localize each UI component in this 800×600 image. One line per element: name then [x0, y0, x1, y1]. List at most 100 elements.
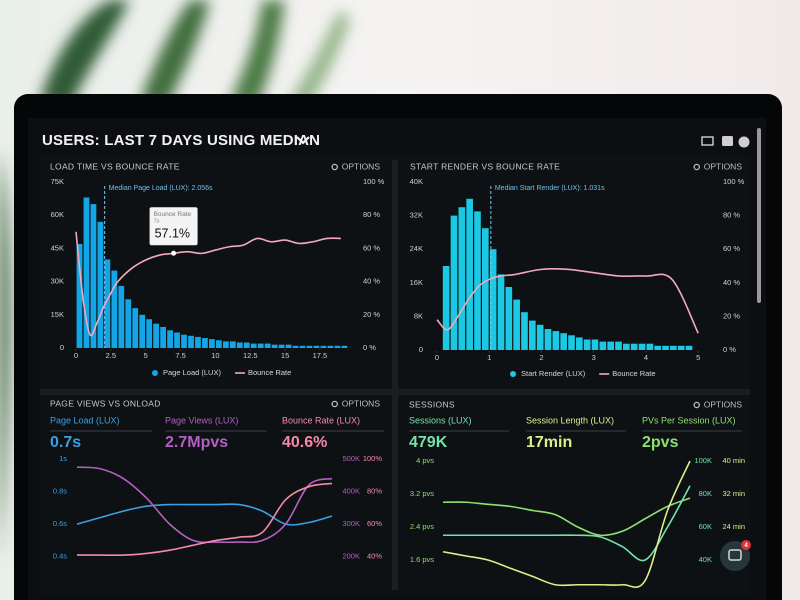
legend-label: Bounce Rate — [612, 369, 655, 378]
tooltip-x: 7s — [154, 219, 160, 225]
help-icon[interactable] — [738, 136, 750, 148]
histogram-bar — [320, 345, 327, 348]
chat-badge-count: 4 — [744, 543, 748, 549]
histogram-bar — [202, 338, 208, 348]
histogram-bar — [497, 274, 505, 350]
y2-tick-label: 0 % — [723, 345, 736, 354]
histogram-bar — [250, 343, 257, 348]
histogram-bar — [505, 287, 513, 350]
histogram-bar — [615, 341, 622, 350]
histogram-bar — [442, 266, 450, 350]
histogram-bar — [341, 345, 348, 348]
histogram-bar — [685, 345, 693, 350]
monitor-icon[interactable] — [701, 136, 714, 146]
chart-panel: START RENDER VS BOUNCE RATE OPTIONS 0 8K 16K… — [410, 161, 745, 378]
histogram-bar — [521, 312, 528, 350]
y3-tick-label: 32 min — [722, 489, 745, 498]
histogram-bar — [306, 345, 313, 348]
histogram-bar — [215, 340, 222, 348]
options-menu[interactable]: OPTIONS — [342, 161, 381, 171]
y-tick-label: 30K — [51, 277, 64, 286]
y-tick-label: 4 pvs — [416, 456, 434, 465]
y-tick-label: 45K — [51, 243, 64, 252]
histogram-bar — [174, 332, 180, 348]
histogram-bar — [552, 331, 560, 350]
histogram-bar — [139, 314, 146, 348]
histogram-bar — [264, 343, 271, 348]
y-tick-label: 0 — [60, 343, 64, 352]
histogram-bar — [513, 299, 520, 350]
options-gear — [331, 400, 338, 408]
y-tick-label: 15K — [51, 310, 64, 319]
histogram-bar — [458, 207, 466, 350]
histogram-bar — [481, 228, 489, 350]
histogram-bar — [236, 342, 243, 348]
y2-tick-label: 60 % — [723, 244, 740, 253]
y2-tick-label: 40 % — [363, 277, 380, 286]
y3-tick-label: 40 min — [722, 456, 745, 465]
histogram-bar — [97, 221, 104, 348]
x-tick-label: 2 — [539, 353, 543, 362]
histogram-bar — [118, 286, 125, 348]
histogram-bar — [450, 215, 458, 350]
dropdown-chevron[interactable] — [296, 136, 310, 145]
histogram-bar — [83, 197, 90, 348]
y-tick-label: 32K — [410, 211, 423, 220]
histogram-bar — [583, 339, 591, 350]
histogram-bar — [257, 343, 264, 348]
series-line — [442, 460, 691, 588]
y-tick-label: 24K — [410, 244, 423, 253]
dashboard-title[interactable]: USERS: LAST 7 DAYS USING MEDIAN — [42, 132, 320, 149]
scrollbar[interactable] — [757, 128, 761, 303]
histogram-bar — [662, 345, 669, 350]
y3-tick-label: 60% — [367, 519, 382, 528]
x-tick-label: 4 — [644, 353, 648, 362]
histogram-bar — [654, 345, 662, 350]
x-tick-label: 5 — [144, 351, 148, 360]
y2-tick-label: 60 % — [363, 243, 380, 252]
histogram-bar — [529, 320, 536, 350]
histogram-bar — [90, 204, 97, 348]
histogram-bar — [466, 198, 473, 350]
x-tick-label: 2.5 — [106, 351, 116, 360]
legend-label: Start Render (LUX) — [521, 369, 586, 378]
y-tick-label: 0 — [419, 345, 423, 354]
options-menu[interactable]: OPTIONS — [704, 161, 743, 171]
x-tick-label: 0 — [435, 353, 439, 362]
y-tick-label: 60K — [51, 210, 64, 219]
options-menu[interactable]: OPTIONS — [704, 399, 743, 409]
y2-tick-label: 100 % — [723, 177, 745, 186]
plant — [0, 0, 350, 560]
options-menu[interactable]: OPTIONS — [342, 398, 381, 408]
y2-tick-label: 60K — [699, 522, 712, 531]
kpi-value: 2pvs — [642, 434, 679, 451]
y2-tick-label: 40 % — [723, 278, 740, 287]
histogram-bar — [209, 339, 215, 348]
kpi-value: 40.6% — [282, 434, 327, 451]
series-line — [436, 268, 699, 334]
y-tick-label: 0.6s — [53, 519, 67, 528]
histogram-bar — [76, 243, 83, 348]
y2-tick-label: 500K — [342, 454, 360, 463]
histogram-bar — [544, 329, 552, 350]
x-tick-label: 5 — [696, 353, 700, 362]
kpi-label: Session Length (LUX) — [526, 415, 614, 425]
histogram-bar — [576, 337, 583, 350]
y2-tick-label: 300K — [342, 519, 360, 528]
histogram-bar — [292, 345, 299, 348]
kpi-label: PVs Per Session (LUX) — [642, 415, 736, 425]
y-tick-label: 2.4 pvs — [410, 522, 434, 531]
kpi-value: 479K — [409, 434, 448, 451]
histogram-bar — [474, 211, 481, 350]
kpi-label: Bounce Rate (LUX) — [282, 415, 360, 425]
histogram-bar — [146, 319, 153, 348]
histogram-bar — [670, 345, 677, 350]
panel-title: SESSIONS — [409, 399, 455, 409]
tooltip-point — [171, 250, 177, 256]
image-icon[interactable] — [722, 136, 733, 146]
y2-tick-label: 20 % — [723, 311, 740, 320]
histogram-bar — [132, 308, 139, 348]
y3-tick-label: 40% — [367, 552, 382, 561]
histogram-bar — [125, 299, 132, 348]
